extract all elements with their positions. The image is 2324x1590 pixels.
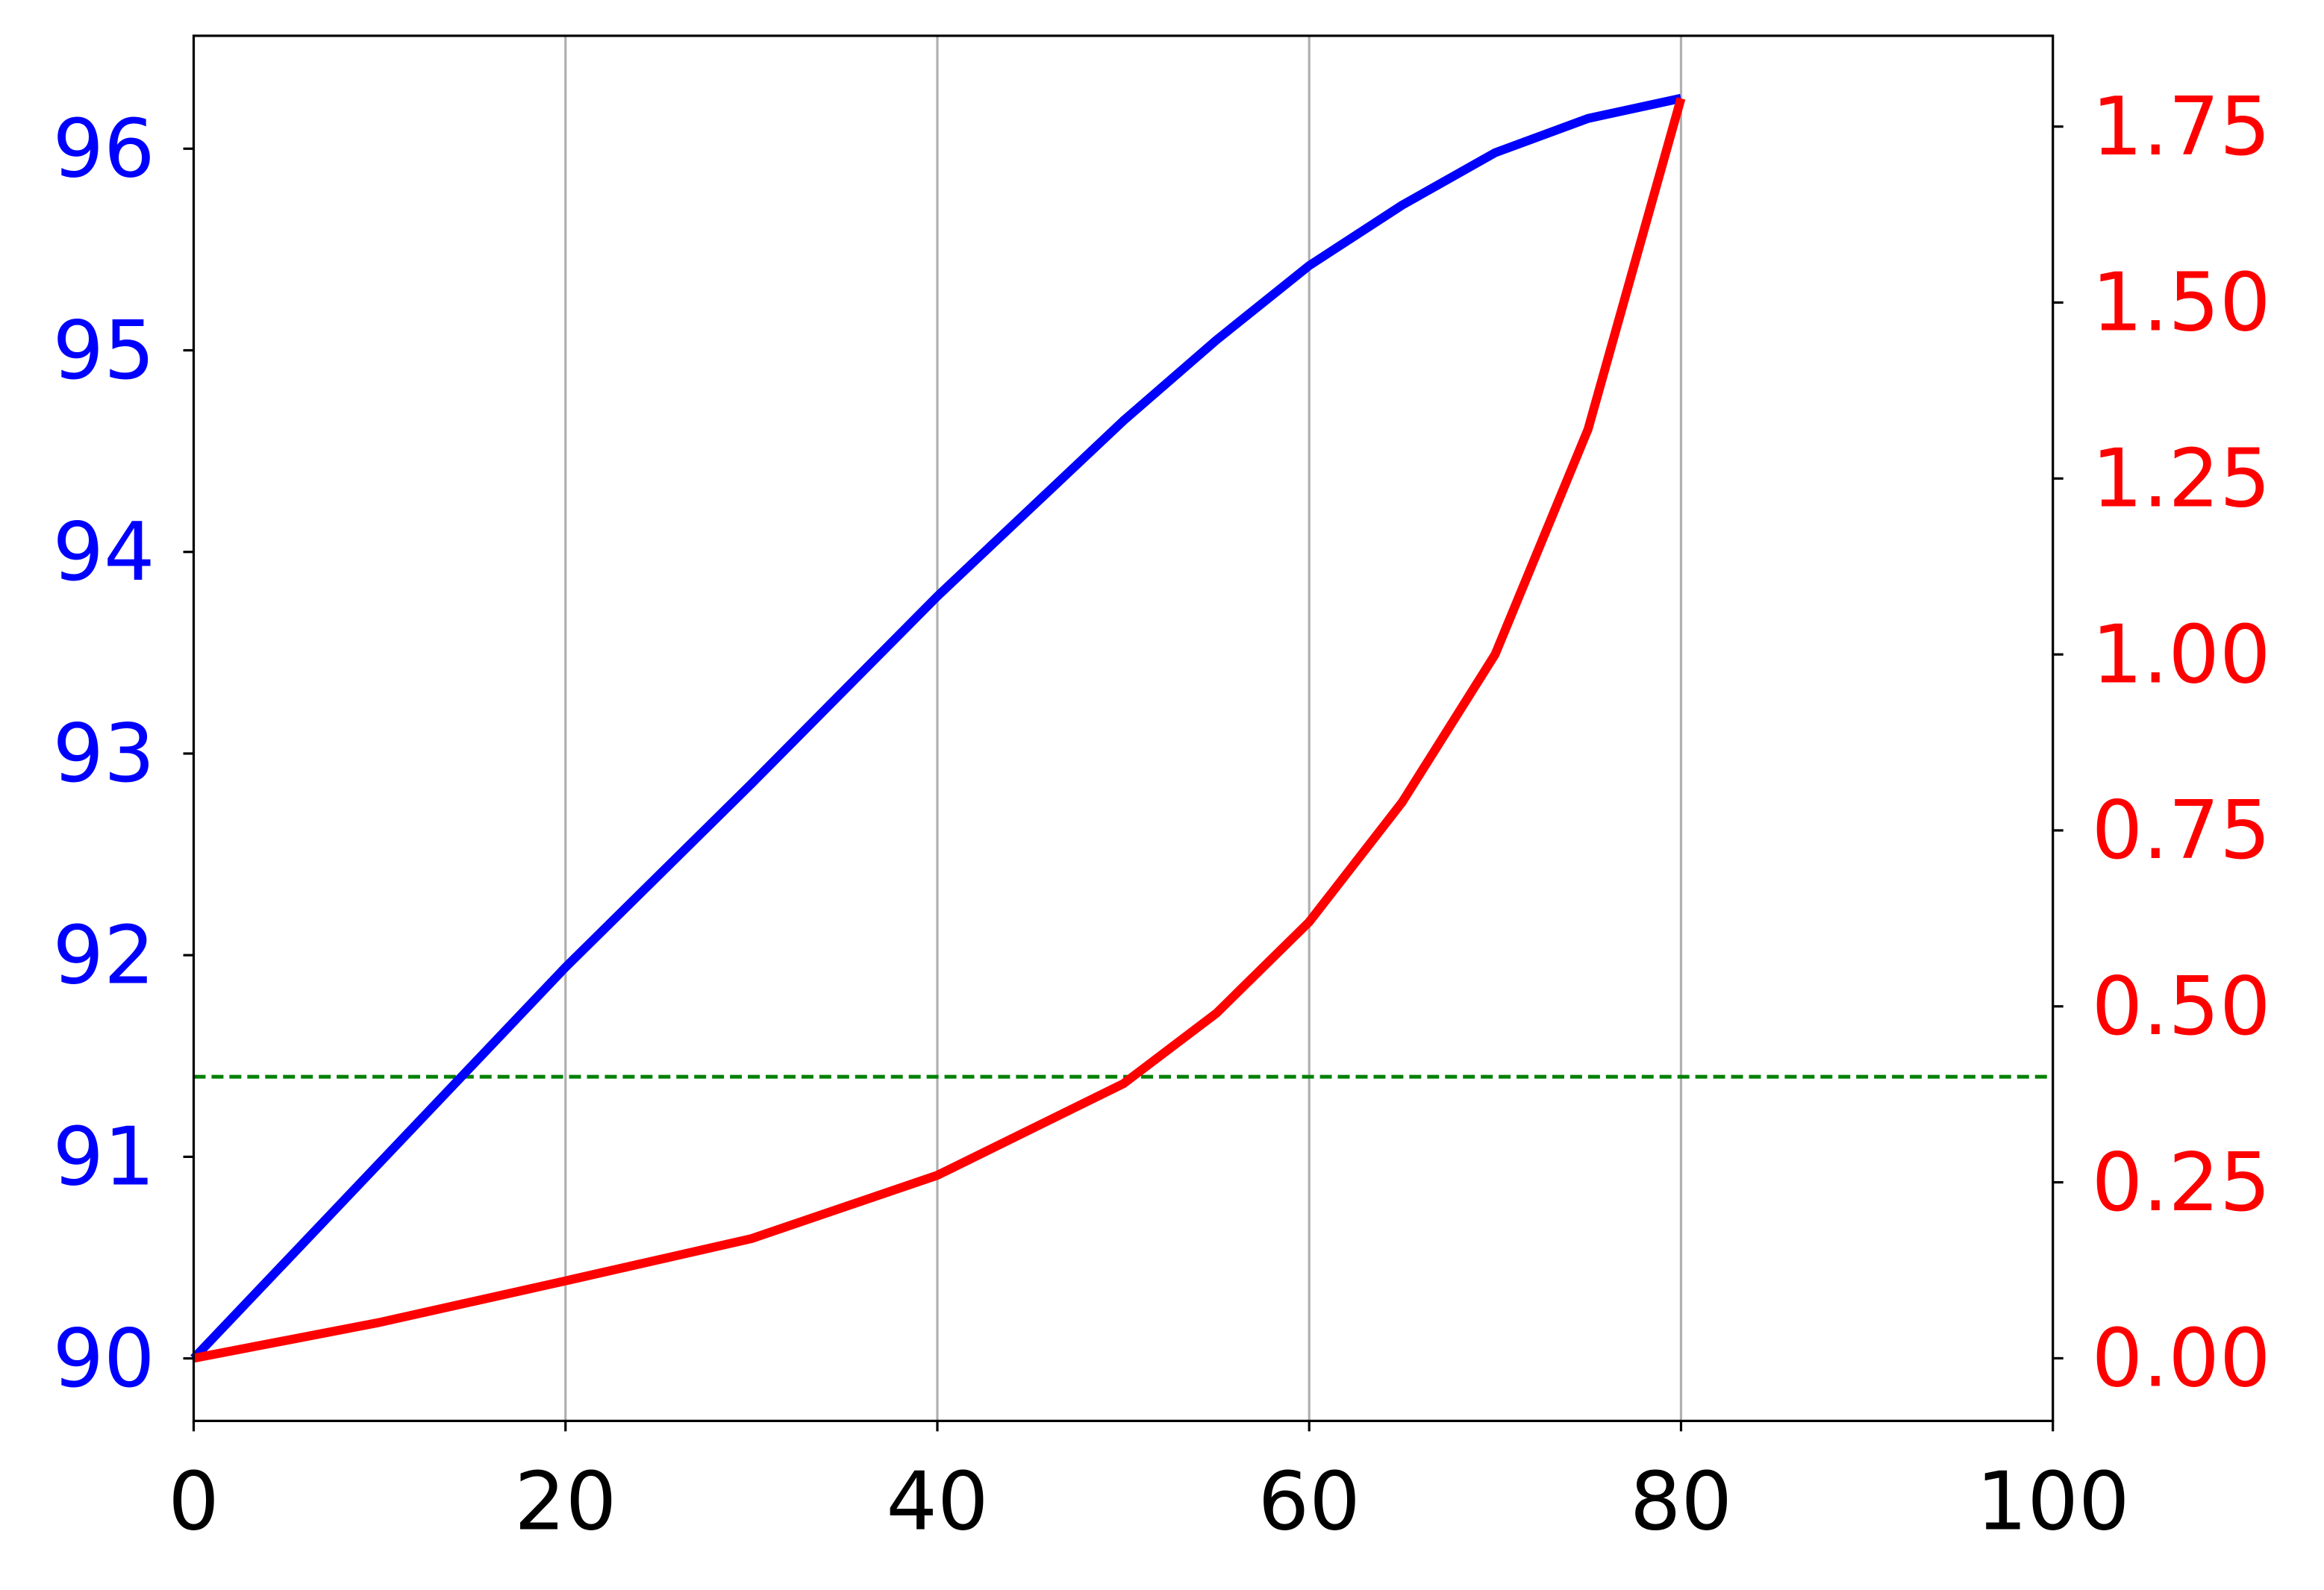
- y2-tick-label: 1.50: [2092, 257, 2271, 350]
- x-tick-label: 100: [1976, 1455, 2130, 1548]
- series-line: [193, 97, 1686, 1363]
- x-tick-label: 80: [1630, 1455, 1732, 1548]
- y-tick-label: 90: [52, 1312, 154, 1406]
- y2-tick-label: 1.00: [2092, 608, 2271, 701]
- y-tick-label: 92: [52, 909, 154, 1002]
- y-tick-label: 95: [52, 304, 154, 398]
- y-tick-label: 91: [52, 1111, 154, 1204]
- x-tick-label: 20: [514, 1455, 616, 1548]
- y2-tick-label: 0.50: [2092, 960, 2271, 1054]
- x-tick-label: 60: [1258, 1455, 1361, 1548]
- y2-tick-label: 1.25: [2092, 433, 2271, 526]
- x-tick-label: 40: [886, 1455, 988, 1548]
- y2-tick-label: 0.25: [2092, 1136, 2271, 1230]
- y-tick-label: 93: [52, 707, 154, 801]
- y2-tick-label: 0.75: [2092, 784, 2271, 877]
- y2-tick-label: 1.75: [2092, 81, 2271, 174]
- y-tick-label: 96: [52, 103, 154, 196]
- series-line: [190, 93, 1682, 1362]
- y2-tick-label: 0.00: [2092, 1312, 2271, 1406]
- y-tick-label: 94: [52, 506, 154, 599]
- x-tick-label: 0: [168, 1455, 219, 1548]
- plot-frame: [192, 34, 2055, 1422]
